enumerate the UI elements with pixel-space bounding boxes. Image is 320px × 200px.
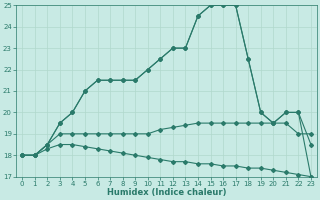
X-axis label: Humidex (Indice chaleur): Humidex (Indice chaleur) <box>107 188 226 197</box>
